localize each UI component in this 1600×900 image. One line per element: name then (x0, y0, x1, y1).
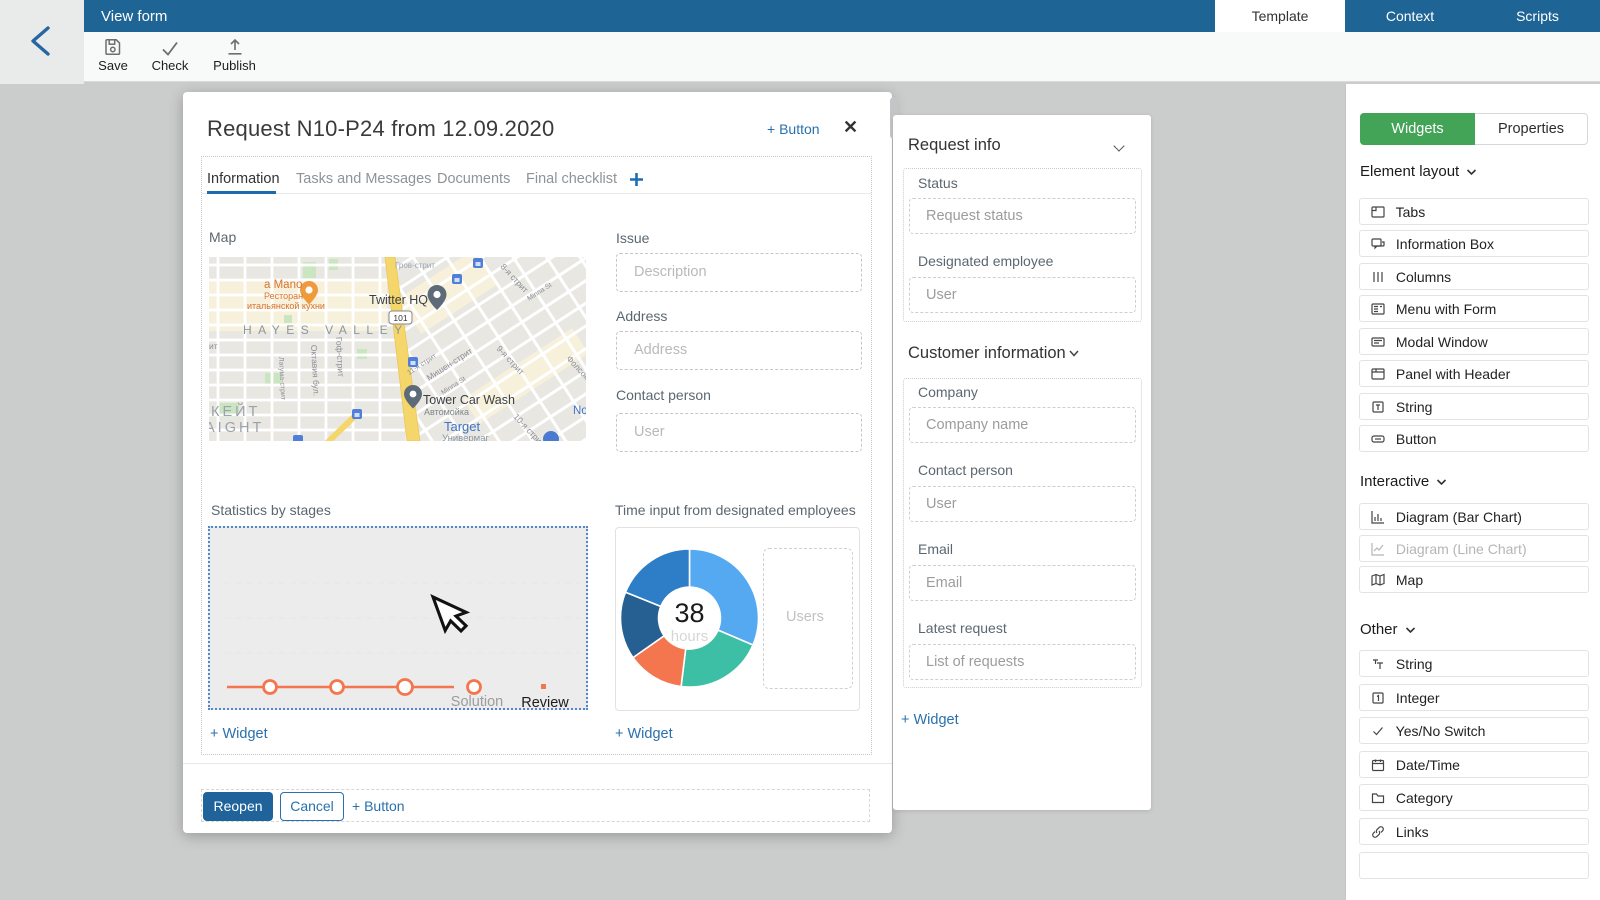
svg-text:38: 38 (674, 598, 704, 628)
svg-text:Twitter HQ: Twitter HQ (369, 293, 428, 307)
svg-text:Автомойка: Автомойка (424, 407, 469, 417)
svg-text:Ресторан: Ресторан (264, 291, 303, 301)
svg-text:Solution: Solution (451, 694, 503, 710)
svg-text:Октавия бул.: Октавия бул. (309, 345, 322, 397)
svg-text:hours: hours (671, 628, 709, 645)
svg-text:Target: Target (444, 419, 481, 434)
svg-text:ит: ит (209, 341, 218, 351)
svg-text:AIGHT: AIGHT (209, 420, 264, 436)
svg-text:Лагума-стрит: Лагума-стрит (277, 357, 286, 401)
svg-text:a Mano: a Mano (264, 279, 302, 291)
svg-text:итальянской кухни: итальянской кухни (247, 301, 325, 311)
svg-text:Гоф-стрит: Гоф-стрит (334, 337, 346, 378)
svg-text:HAYES VALLEY: HAYES VALLEY (243, 323, 409, 337)
svg-text:Tower Car Wash: Tower Car Wash (423, 393, 515, 407)
svg-text:КЕЙТ: КЕЙТ (211, 402, 260, 420)
svg-text:Универмаг: Универмаг (442, 433, 489, 441)
svg-text:Review: Review (521, 695, 569, 710)
svg-text:Nor: Nor (573, 405, 586, 417)
svg-text:101: 101 (393, 313, 407, 323)
svg-text:Гров-стрит: Гров-стрит (395, 261, 435, 270)
